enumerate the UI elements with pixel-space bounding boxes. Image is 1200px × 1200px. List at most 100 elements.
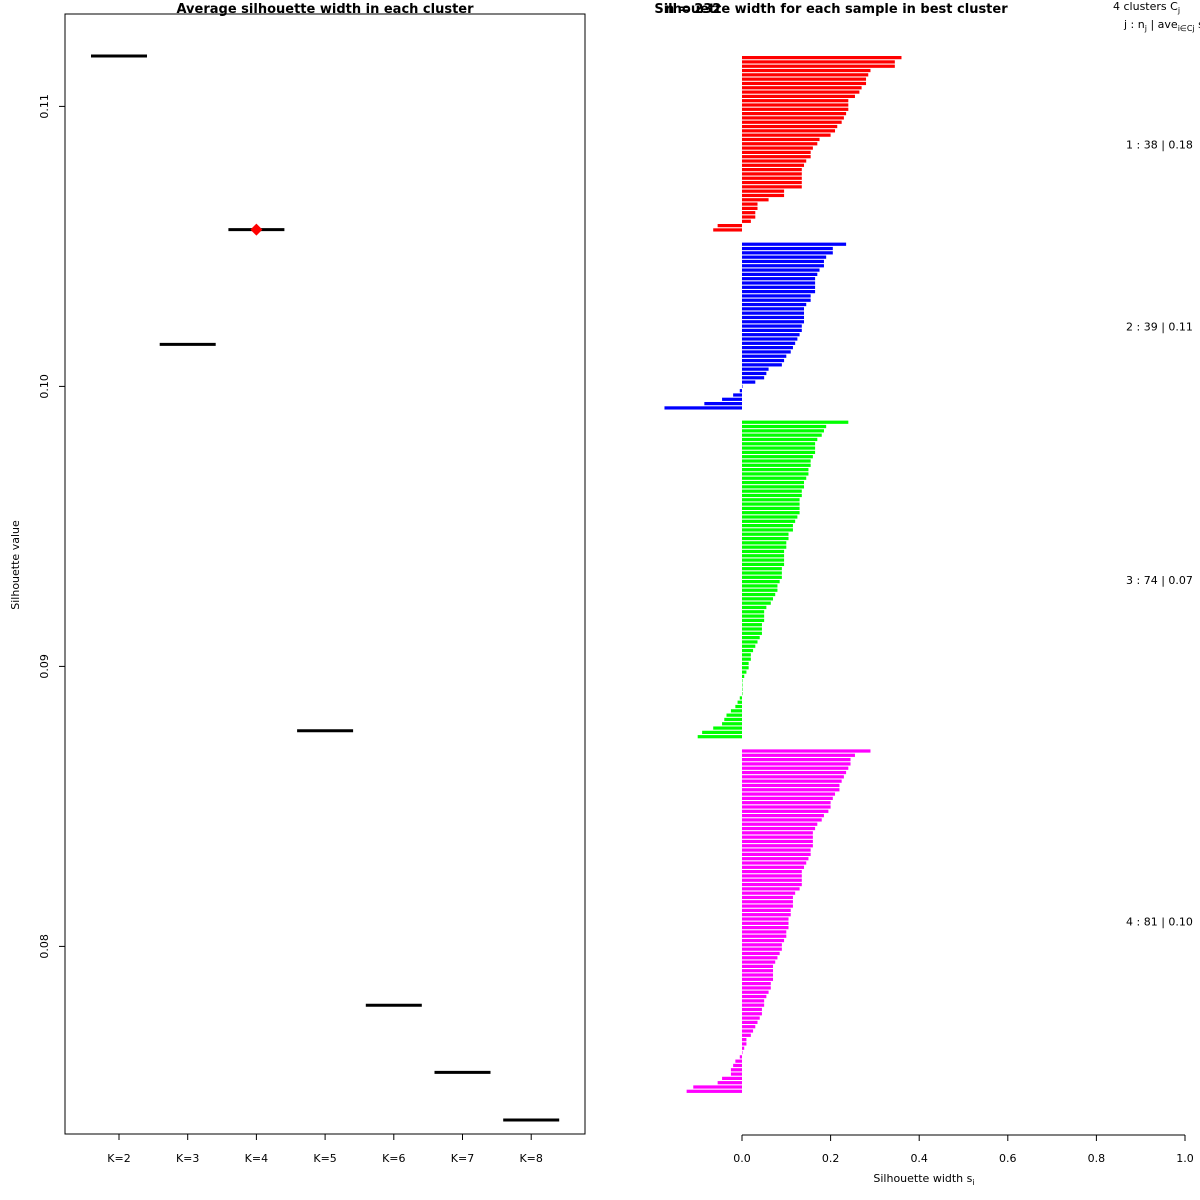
silhouette-bar (733, 1063, 742, 1068)
silhouette-bar (742, 610, 765, 614)
silhouette-bar (726, 713, 742, 717)
silhouette-bar (742, 480, 805, 485)
silhouette-bar (742, 116, 844, 120)
left-marks (91, 54, 560, 1122)
silhouette-bar (742, 350, 791, 354)
silhouette-bar (742, 1007, 762, 1012)
silhouette-bar (742, 468, 809, 472)
silhouette-bar (686, 1089, 742, 1093)
silhouette-bar (742, 779, 842, 783)
left-x-tick-label: K=6 (382, 1152, 405, 1165)
silhouette-bar (742, 189, 785, 193)
left-y-tick-label: 0.08 (38, 934, 51, 959)
legend-line2-rest: | ave (1147, 18, 1178, 31)
right-x-axis: 0.0 0.2 0.4 0.6 0.8 1.0 (733, 1134, 1194, 1165)
silhouette-bar (742, 839, 813, 844)
cluster-legend-header: 4 clusters Cj j : nj | avei∈Cj si (1113, 0, 1200, 33)
silhouette-bar (742, 324, 802, 328)
silhouette-bar (742, 81, 867, 86)
left-x-tick-label: K=8 (519, 1152, 542, 1165)
silhouette-bar (742, 536, 789, 541)
silhouette-bar (742, 489, 802, 493)
left-x-tick-label: K=7 (451, 1152, 474, 1165)
silhouette-bar (742, 120, 842, 124)
silhouette-bar (742, 112, 847, 116)
silhouette-bars (664, 56, 902, 1093)
right-x-tick-label: 0.6 (999, 1152, 1017, 1165)
legend-line2-text: j : n (1123, 18, 1145, 31)
silhouette-bar (742, 367, 769, 371)
cluster-summary-label: 3 : 74 | 0.07 (1126, 574, 1193, 587)
silhouette-bar (693, 1085, 742, 1089)
silhouette-bar (742, 311, 805, 315)
silhouette-bar (742, 783, 840, 788)
silhouette-bar (742, 865, 805, 869)
silhouette-bar (742, 796, 833, 800)
silhouette-bar (742, 315, 805, 320)
silhouette-bar (742, 472, 809, 476)
silhouette-bar (742, 960, 776, 964)
silhouette-bar (742, 644, 756, 648)
silhouette-bar (742, 870, 802, 874)
silhouette-bar (742, 545, 787, 549)
silhouette-bar (742, 986, 771, 990)
silhouette-bar (742, 977, 774, 981)
silhouette-bar (742, 146, 813, 150)
left-chart-title: Average silhouette width in each cluster (176, 2, 474, 17)
silhouette-bar (742, 891, 796, 895)
right-x-tick-label: 1.0 (1176, 1152, 1194, 1165)
silhouette-bar (742, 917, 789, 921)
silhouette-bar (742, 951, 780, 956)
silhouette-bar (739, 1055, 742, 1059)
silhouette-bar (742, 640, 758, 644)
silhouette-bar (742, 459, 811, 463)
legend-line2-sub: j (1144, 24, 1147, 33)
silhouette-bar (742, 1029, 754, 1033)
silhouette-bar (742, 251, 833, 255)
cluster-summary-label: 1 : 38 | 0.18 (1126, 138, 1193, 151)
silhouette-bar (742, 259, 824, 264)
silhouette-bar (742, 571, 782, 575)
silhouette-bar (742, 580, 780, 584)
silhouette-bar (742, 320, 805, 324)
silhouette-bar (742, 384, 743, 388)
silhouette-bar (742, 363, 782, 367)
silhouette-bar (742, 176, 802, 180)
left-x-axis: K=2 K=3 K=4 K=5 K=6 K=7 K=8 (107, 1134, 543, 1165)
silhouette-bar (664, 406, 742, 410)
silhouette-bar (742, 328, 802, 332)
silhouette-bar (742, 982, 771, 986)
silhouette-bar (742, 857, 809, 861)
best-k-diamond-marker (250, 223, 263, 236)
legend-line2-sub2: i∈Cj (1178, 24, 1195, 33)
silhouette-bar (742, 683, 743, 687)
silhouette-bar (742, 519, 796, 523)
silhouette-bar (742, 848, 811, 852)
silhouette-bar (742, 900, 793, 904)
silhouette-bar (742, 584, 778, 588)
silhouette-bar (742, 588, 778, 592)
silhouette-bar (742, 648, 754, 653)
silhouette-bar (730, 1068, 742, 1072)
silhouette-bar (742, 973, 774, 977)
silhouette-bar (742, 1050, 743, 1055)
left-y-axis-label: Silhouette value (9, 520, 22, 610)
silhouette-bar (742, 1016, 760, 1020)
silhouette-bar (742, 878, 802, 882)
silhouette-bar (742, 549, 785, 554)
left-y-tick-label: 0.09 (38, 654, 51, 679)
silhouette-bar (742, 614, 765, 618)
silhouette-bar (742, 142, 818, 146)
silhouette-bar (742, 692, 743, 696)
silhouette-bar (730, 709, 742, 713)
silhouette-bar (742, 801, 831, 805)
silhouette-bar (742, 437, 818, 442)
silhouette-bar (735, 1059, 742, 1063)
silhouette-bar (742, 913, 791, 917)
silhouette-bar (742, 294, 811, 298)
silhouette-bar (742, 818, 822, 822)
legend-line2-end: s (1195, 18, 1200, 31)
silhouette-bar (742, 77, 867, 81)
right-chart-title-overlap: n = 232 (665, 2, 721, 17)
silhouette-bar (702, 730, 742, 734)
